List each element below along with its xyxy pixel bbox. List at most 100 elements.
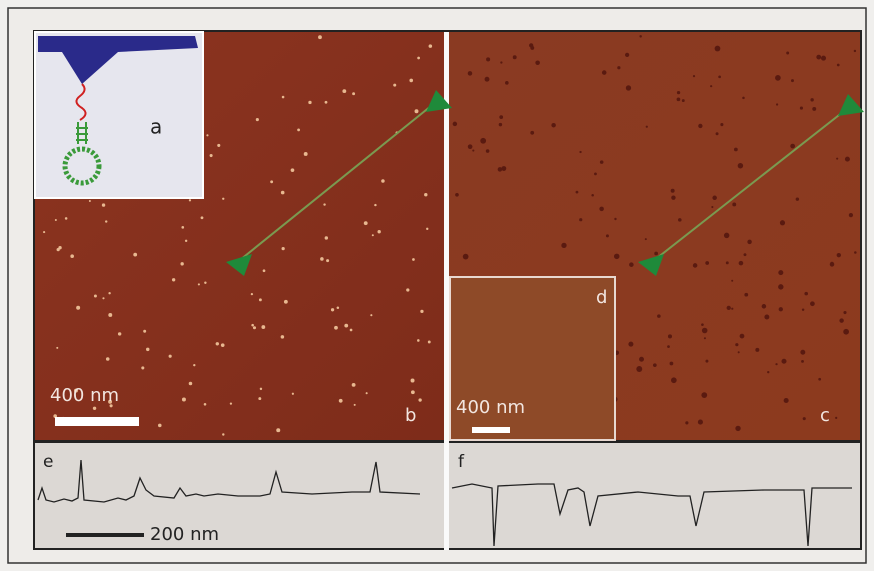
speckle [500, 61, 502, 63]
speckle [485, 77, 490, 82]
speckle [812, 107, 816, 111]
speckle [718, 76, 721, 79]
speckle [108, 292, 110, 294]
speckle [724, 233, 729, 238]
speckle [106, 357, 110, 361]
speckle [189, 382, 193, 386]
speckle [653, 363, 657, 367]
speckle [406, 288, 409, 291]
speckle [292, 393, 294, 395]
speckle [217, 144, 220, 147]
speckle [43, 231, 45, 233]
speckle [804, 292, 808, 296]
speckle [726, 261, 729, 264]
speckle [786, 52, 789, 55]
speckle [712, 196, 717, 201]
speckle [472, 150, 474, 152]
speckle [599, 207, 604, 212]
panel-label: b [405, 405, 416, 426]
speckle [331, 308, 334, 311]
speckle [381, 179, 385, 183]
speckle [185, 240, 187, 242]
speckle [251, 324, 254, 327]
speckle [636, 366, 642, 372]
speckle [657, 314, 661, 318]
speckle [626, 85, 631, 90]
speckle [198, 283, 200, 285]
speckle [281, 335, 285, 339]
speckle [374, 204, 376, 206]
speckle [222, 198, 224, 200]
speckle [342, 89, 346, 93]
speckle [56, 347, 58, 349]
speckle [426, 228, 428, 230]
speckle [668, 334, 672, 338]
speckle [767, 371, 769, 373]
speckle [803, 417, 806, 420]
speckle [579, 151, 581, 153]
speckle [671, 196, 675, 200]
speckle [377, 230, 380, 233]
speckle [802, 309, 804, 311]
speckle [222, 433, 224, 435]
speckle [790, 144, 795, 149]
speckle [775, 363, 777, 365]
speckle [326, 259, 329, 262]
speckle [108, 313, 112, 317]
speckle [339, 399, 343, 403]
speckle [576, 191, 579, 194]
speckle [304, 152, 308, 156]
speckle [411, 390, 415, 394]
scale-bar-label: 400 nm [456, 397, 525, 418]
speckle [350, 329, 353, 332]
speckle [698, 124, 702, 128]
speckle [677, 97, 681, 101]
panel-label: e [43, 452, 53, 472]
scale-bar [55, 417, 139, 426]
speckle [105, 220, 107, 222]
speckle [261, 325, 265, 329]
speckle [318, 35, 322, 39]
speckle [529, 43, 533, 47]
speckle [251, 293, 253, 295]
speckle [849, 213, 853, 217]
speckle [816, 55, 821, 60]
speckle [141, 366, 144, 369]
speckle [702, 328, 708, 334]
speckle [253, 326, 256, 329]
speckle [671, 377, 677, 383]
speckle [628, 342, 633, 347]
speckle [762, 304, 767, 309]
speckle [735, 343, 738, 346]
speckle [667, 345, 670, 348]
speckle [206, 134, 208, 136]
speckle [486, 149, 490, 153]
speckle [181, 226, 184, 229]
speckle [835, 417, 837, 419]
speckle [734, 148, 738, 152]
speckle [678, 218, 682, 222]
speckle [393, 84, 396, 87]
speckle [727, 306, 731, 310]
speckle [779, 307, 783, 311]
speckle [698, 420, 703, 425]
speckle [282, 96, 285, 99]
speckle [93, 407, 96, 410]
speckle [591, 194, 594, 197]
speckle [800, 107, 803, 110]
speckle [704, 337, 706, 339]
speckle [594, 172, 597, 175]
speckle [747, 240, 751, 244]
speckle [843, 329, 849, 335]
speckle [133, 253, 137, 257]
speckle [180, 262, 183, 265]
speckle [57, 248, 60, 251]
speckle [740, 334, 745, 339]
speckle [89, 200, 91, 202]
speckle [94, 295, 97, 298]
speckle [837, 253, 841, 257]
speckle [259, 298, 262, 301]
speckle [535, 60, 540, 65]
speckle [463, 254, 469, 260]
speckle [744, 253, 747, 256]
